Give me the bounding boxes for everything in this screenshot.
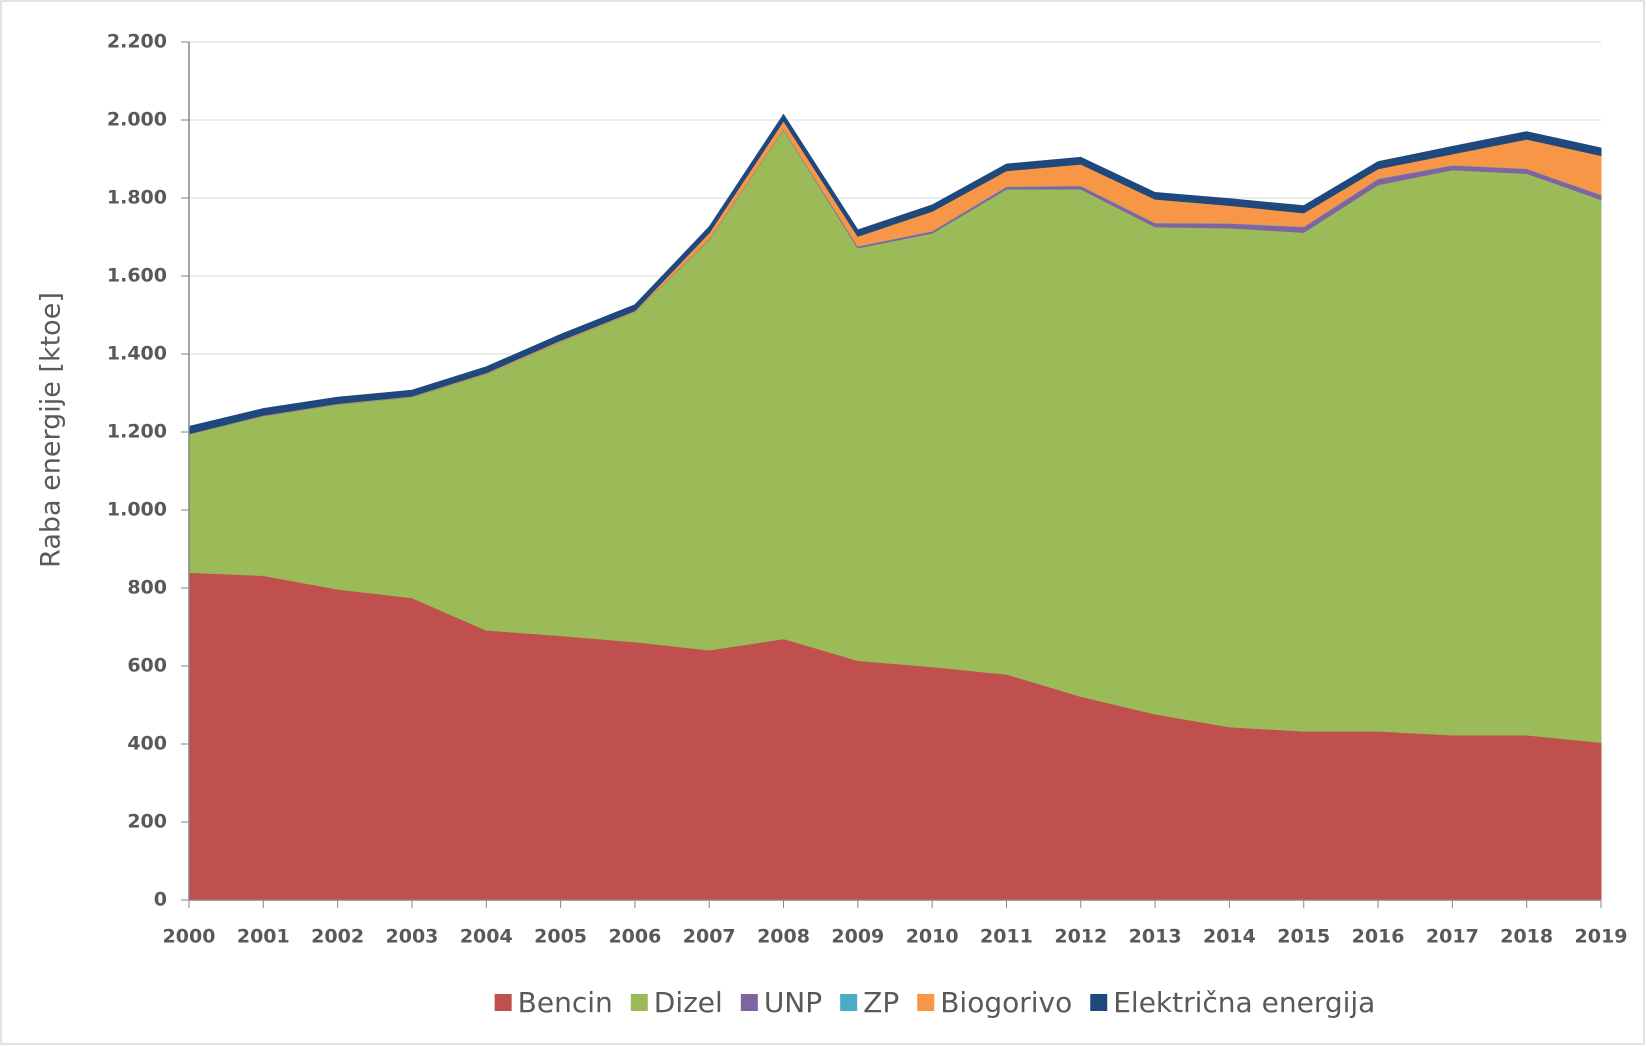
x-tick-label: 2001 bbox=[237, 926, 290, 948]
y-tick-label: 1.800 bbox=[107, 187, 167, 209]
x-tick-label: 2014 bbox=[1203, 926, 1256, 948]
y-axis-title: Raba energije [ktoe] bbox=[36, 292, 67, 568]
legend-swatch bbox=[840, 994, 858, 1011]
y-tick-label: 0 bbox=[154, 889, 167, 911]
x-tick-label: 2013 bbox=[1129, 926, 1182, 948]
x-tick-label: 2000 bbox=[163, 926, 216, 948]
x-tick-label: 2016 bbox=[1352, 926, 1405, 948]
x-tick-label: 2003 bbox=[386, 926, 439, 948]
y-tick-label: 1.200 bbox=[107, 421, 167, 443]
x-tick-label: 2012 bbox=[1054, 926, 1107, 948]
y-tick-label: 400 bbox=[127, 733, 167, 755]
x-tick-label: 2010 bbox=[906, 926, 959, 948]
area bbox=[188, 113, 1602, 435]
legend-swatch bbox=[630, 994, 648, 1011]
legend-label: Dizel bbox=[654, 986, 723, 1019]
legend-swatch bbox=[740, 994, 758, 1011]
legend-swatch bbox=[917, 994, 935, 1011]
x-tick-label: 2018 bbox=[1500, 926, 1553, 948]
y-tick-label: 200 bbox=[127, 811, 167, 833]
x-tick-label: 2015 bbox=[1277, 926, 1330, 948]
x-tick-label: 2008 bbox=[757, 926, 810, 948]
y-tick-label: 2.200 bbox=[107, 31, 167, 53]
x-tick-label: 2007 bbox=[683, 926, 736, 948]
y-tick-label: 1.600 bbox=[107, 265, 167, 287]
x-tick-label: 2002 bbox=[311, 926, 364, 948]
x-tick-label: 2005 bbox=[534, 926, 587, 948]
x-tick-label: 2017 bbox=[1426, 926, 1479, 948]
legend-label: Bencin bbox=[518, 986, 613, 1019]
legend-label: ZP bbox=[863, 986, 899, 1019]
x-tick-label: 2009 bbox=[831, 926, 884, 948]
y-tick-label: 800 bbox=[127, 577, 167, 599]
legend-label: Biogorivo bbox=[940, 986, 1072, 1019]
y-tick-label: 2.000 bbox=[107, 109, 167, 131]
x-tick-label: 2004 bbox=[460, 926, 513, 948]
x-tick-label: 2019 bbox=[1575, 926, 1628, 948]
y-tick-label: 1.000 bbox=[107, 499, 167, 521]
y-tick-label: 1.400 bbox=[107, 343, 167, 365]
legend-swatch bbox=[1090, 994, 1108, 1011]
legend-label: UNP bbox=[764, 986, 822, 1019]
legend-swatch bbox=[494, 994, 512, 1011]
x-tick-label: 2011 bbox=[980, 926, 1033, 948]
legend-label: Električna energija bbox=[1113, 986, 1375, 1019]
y-tick-label: 600 bbox=[127, 655, 167, 677]
x-tick-label: 2006 bbox=[608, 926, 661, 948]
